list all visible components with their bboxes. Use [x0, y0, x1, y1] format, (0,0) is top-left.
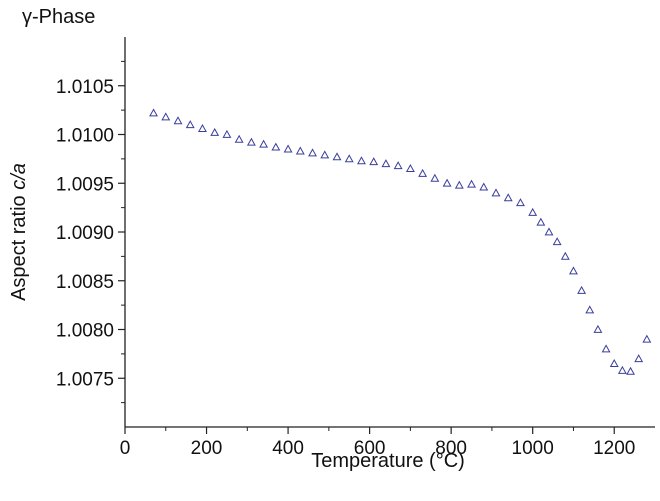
data-point: [271, 142, 281, 151]
y-axis-label: Aspect ratio c/a: [8, 163, 30, 301]
data-point: [491, 188, 501, 197]
data-points: [149, 108, 652, 375]
data-point: [577, 285, 587, 294]
data-point: [259, 139, 269, 148]
axes: 0 200 400 600 800 1000 1200 1.0075 1.0080 1.0085 1…: [56, 37, 655, 459]
data-point: [222, 129, 232, 138]
x-tick-label: 1200: [593, 438, 635, 459]
data-point: [161, 112, 171, 121]
chart-title: γ-Phase: [22, 6, 95, 28]
y-tick-label: 1.0075: [56, 369, 114, 390]
data-point: [430, 173, 440, 182]
data-point: [617, 365, 627, 374]
y-tick-label: 1.0105: [56, 77, 114, 98]
x-tick-label: 800: [435, 438, 467, 459]
data-point: [593, 324, 603, 333]
data-point: [295, 146, 305, 155]
data-point: [198, 124, 207, 133]
data-point: [479, 182, 489, 191]
data-point: [369, 157, 379, 166]
data-point: [552, 237, 562, 246]
data-point: [442, 178, 452, 187]
y-tick-label: 1.0095: [56, 174, 114, 195]
data-point: [149, 108, 158, 117]
data-point: [246, 137, 256, 146]
data-point: [609, 358, 619, 368]
data-point: [454, 180, 464, 189]
y-axis-label-variable: c/a: [8, 163, 30, 190]
y-tick-label: 1.0090: [56, 223, 114, 244]
data-point: [234, 134, 244, 143]
y-axis-label-prefix: Aspect ratio: [8, 190, 30, 301]
data-point: [528, 207, 538, 216]
y-tick-label: 1.0080: [56, 321, 114, 342]
data-point: [405, 163, 415, 173]
data-point: [601, 344, 611, 353]
x-tick-label: 200: [191, 438, 223, 459]
x-axis-label: Temperature (°C): [311, 450, 465, 472]
x-tick-label: 400: [272, 438, 304, 459]
data-point: [185, 120, 195, 129]
y-tick-label: 1.0100: [56, 126, 114, 147]
data-point: [381, 159, 391, 168]
data-point: [418, 168, 428, 177]
data-point: [393, 161, 403, 170]
data-point: [560, 251, 570, 260]
y-tick-label: 1.0085: [56, 272, 114, 293]
data-point: [283, 144, 293, 153]
data-point: [332, 152, 342, 161]
x-tick-label: 600: [354, 438, 386, 459]
x-tick-label: 1000: [512, 438, 554, 459]
data-point: [357, 156, 366, 165]
data-point: [308, 148, 317, 157]
data-point: [585, 305, 595, 314]
data-point: [634, 354, 644, 363]
data-point: [467, 179, 476, 188]
x-tick-label: 0: [120, 438, 131, 459]
data-point: [544, 227, 554, 236]
data-point: [173, 116, 183, 125]
data-point: [516, 198, 525, 207]
data-point: [320, 150, 330, 159]
data-point: [626, 366, 635, 375]
data-point: [536, 217, 546, 226]
data-point: [569, 266, 578, 275]
data-point: [210, 127, 220, 136]
data-point: [642, 334, 652, 343]
data-point: [503, 193, 513, 202]
data-point: [344, 154, 354, 163]
